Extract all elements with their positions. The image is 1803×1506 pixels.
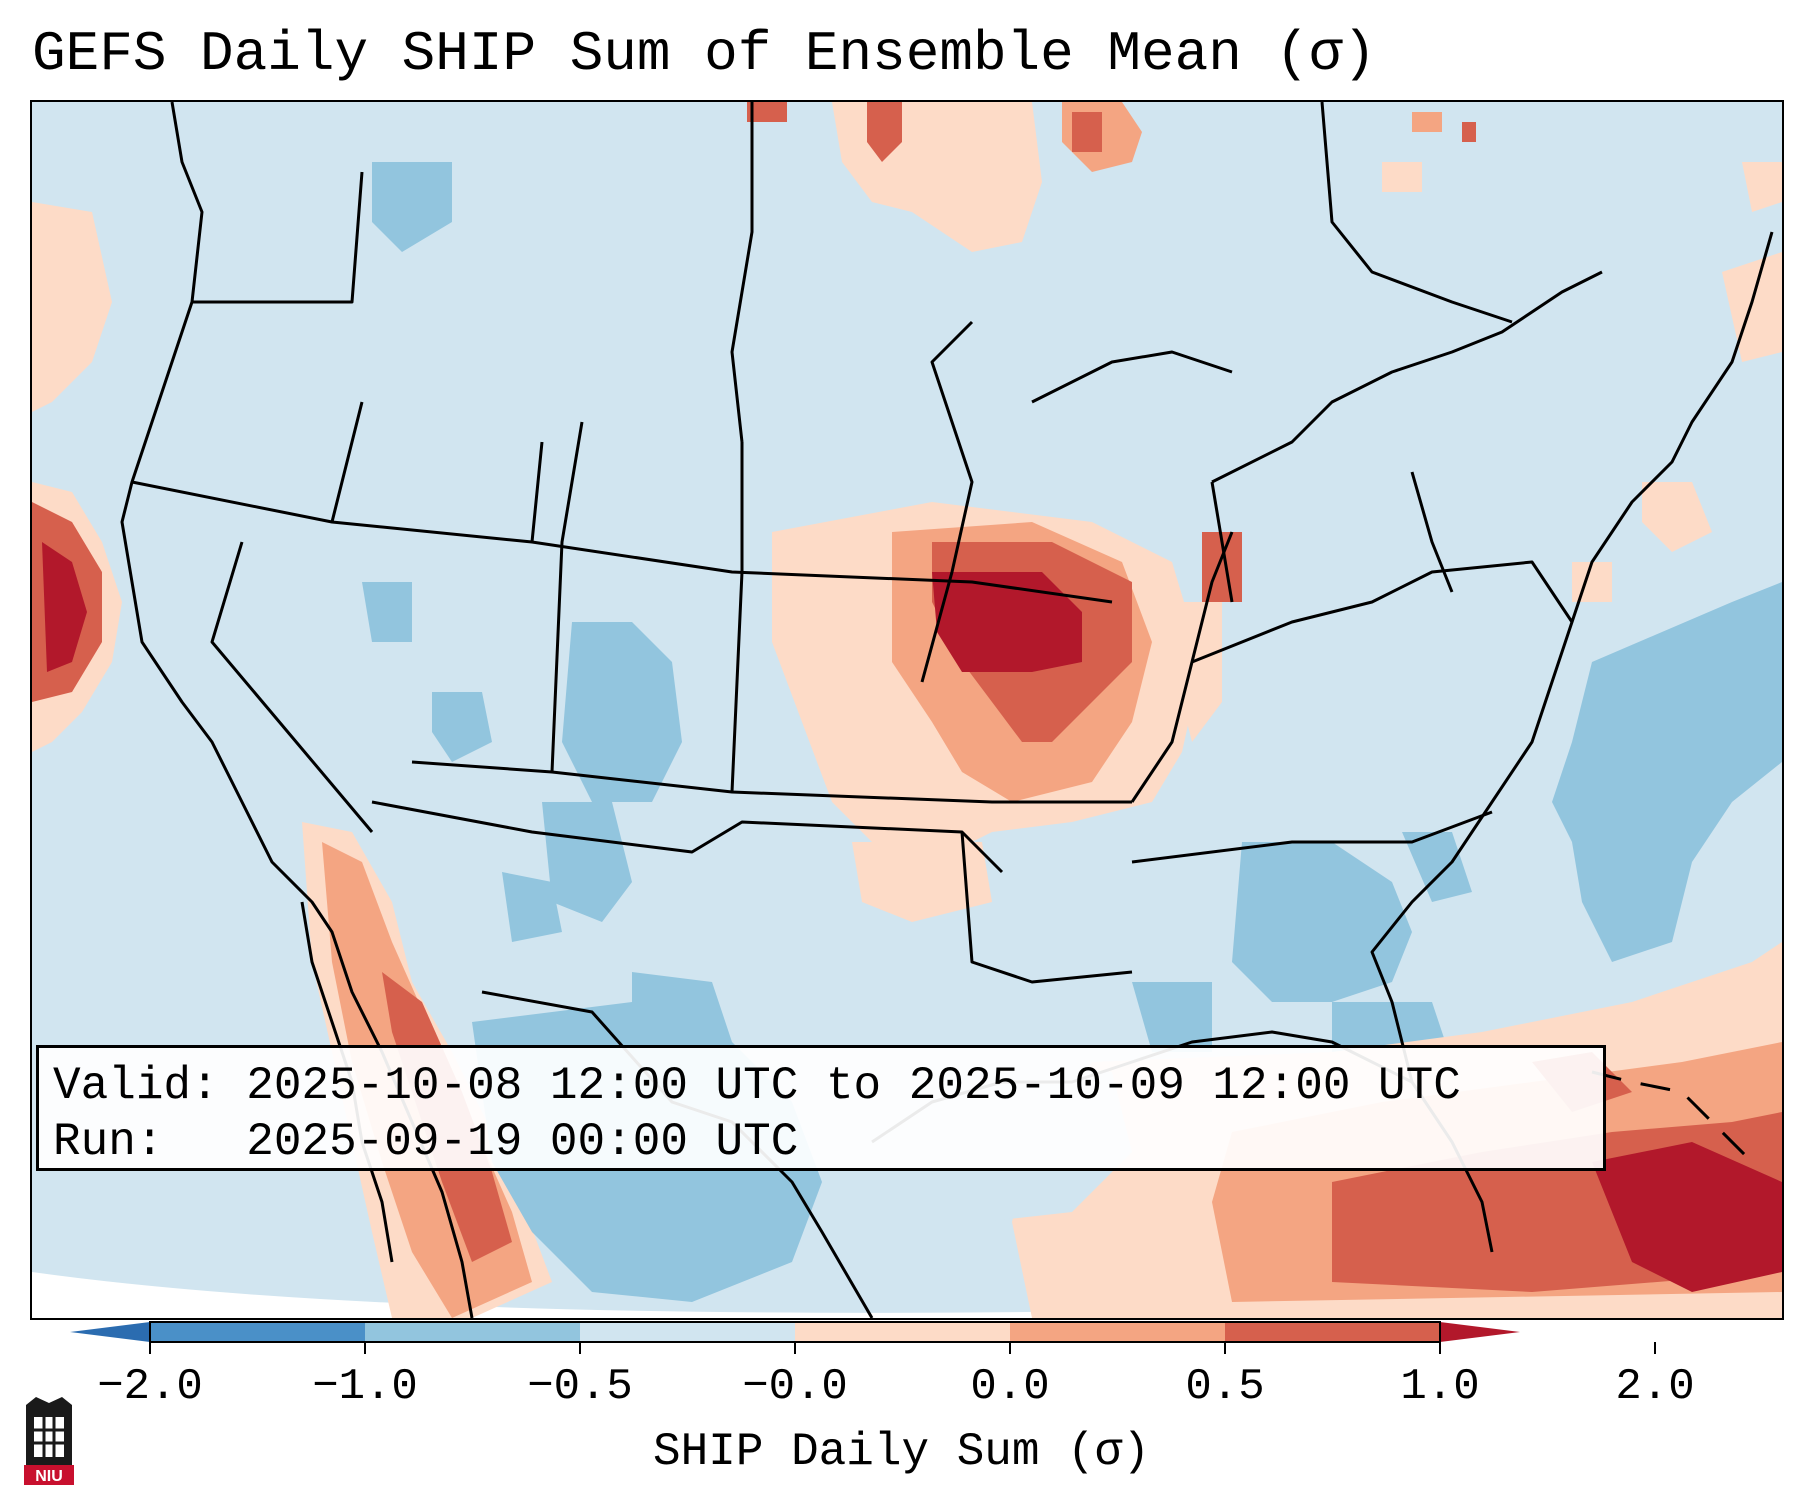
atlantic-negative-anomalies [1552, 582, 1782, 962]
valid-label: Valid: [53, 1060, 219, 1112]
border-mn [920, 320, 974, 683]
pacific-anomalies [32, 202, 122, 752]
logo-text: NIU [35, 1468, 63, 1485]
northeast-anomalies [1572, 162, 1782, 602]
border-south-west [371, 800, 1004, 874]
border-tn-nc [1131, 810, 1493, 864]
colorbar-bin-neg1-neg05 [365, 1322, 580, 1342]
midwest-anomaly [772, 502, 1242, 922]
colorbar-bin-0-05 [795, 1322, 1010, 1342]
border-dakotas [730, 102, 754, 443]
boundaries [120, 102, 1774, 1318]
run-row: Run: 2025-09-19 00:00 UTC [53, 1114, 1589, 1170]
bahamas-islands [1591, 1070, 1754, 1164]
colorbar-extend-max [1440, 1322, 1520, 1342]
map-title: GEFS Daily SHIP Sum of Ensemble Mean (σ) [32, 22, 1377, 86]
border-pa-oh [1410, 471, 1454, 593]
border-ca-nv [210, 541, 374, 833]
valid-row: Valid: 2025-10-08 12:00 UTC to 2025-10-0… [53, 1058, 1589, 1114]
lake-michigan [1210, 481, 1234, 603]
border-wa-or [192, 171, 364, 304]
border-canada-east [1320, 102, 1513, 324]
colorbar-tick-label: −0.0 [742, 1362, 848, 1412]
colorbar-tick-label: −1.0 [312, 1362, 418, 1412]
lake-superior [1031, 350, 1233, 404]
border-ut-co [550, 421, 584, 773]
colorbar-label: SHIP Daily Sum (σ) [653, 1426, 1150, 1478]
colorbar-bin-neg2-neg1 [150, 1322, 365, 1342]
canada-anomalies [747, 102, 1476, 252]
colorbar-tick-label: 0.0 [970, 1362, 1050, 1412]
great-lakes-border [1211, 270, 1603, 484]
colorbar-bin-05-1 [1010, 1322, 1225, 1342]
border-tx-la [960, 831, 1133, 984]
west-negative-anomalies [362, 162, 682, 942]
border-ohio-valley [1191, 560, 1574, 664]
colorbar-extend-min [70, 1322, 150, 1342]
colorbar [70, 1321, 1656, 1354]
run-value: 2025-09-19 00:00 UTC [246, 1116, 799, 1168]
atlantic-coastline [1370, 231, 1774, 1083]
border-co-ks [730, 442, 744, 793]
colorbar-tick-label: 0.5 [1185, 1362, 1265, 1412]
niu-logo: NIU [24, 1397, 74, 1485]
colorbar-tick-label: 2.0 [1615, 1362, 1695, 1412]
colorbar-tick-label: −2.0 [97, 1362, 203, 1412]
valid-run-info-box: Valid: 2025-10-08 12:00 UTC to 2025-10-0… [36, 1045, 1606, 1171]
colorbar-tick-label: 1.0 [1400, 1362, 1480, 1412]
border-wy-co [531, 540, 1113, 604]
colorbar-bin-1-2 [1225, 1322, 1440, 1342]
valid-value: 2025-10-08 12:00 UTC to 2025-10-09 12:00… [246, 1060, 1461, 1112]
run-label: Run: [53, 1116, 164, 1168]
colorbar-ticks [149, 1342, 1656, 1354]
colorbar-tick-label: −0.5 [527, 1362, 633, 1412]
colorbar-bin-neg05-0 [580, 1322, 795, 1342]
